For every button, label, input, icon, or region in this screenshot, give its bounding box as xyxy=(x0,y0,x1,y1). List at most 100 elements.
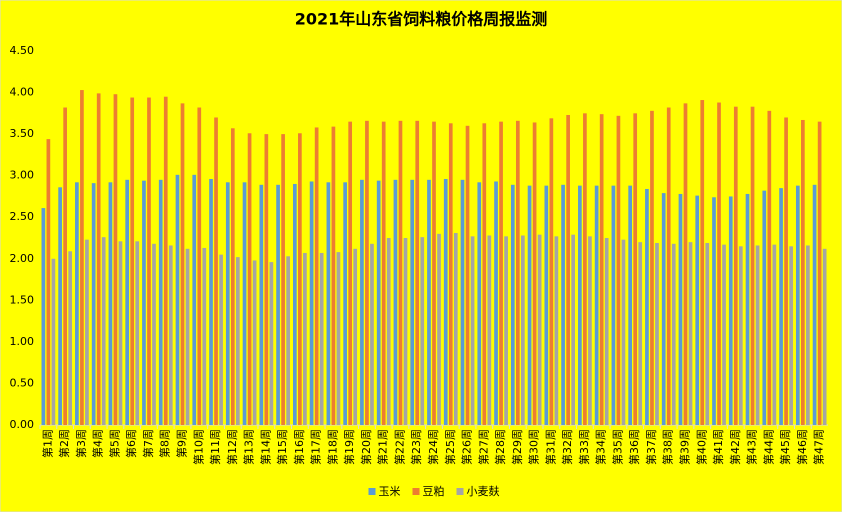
x-tick-label: 第18周 xyxy=(325,429,339,465)
x-tick-label: 第47周 xyxy=(812,429,826,465)
bar xyxy=(264,134,269,425)
bar xyxy=(152,243,156,425)
bar xyxy=(494,181,498,425)
x-tick-label: 第19周 xyxy=(342,429,356,465)
x-tick-label: 第36周 xyxy=(627,429,641,465)
bar xyxy=(633,113,638,425)
bar xyxy=(566,114,570,426)
bar xyxy=(767,110,772,425)
x-tick-label: 第42周 xyxy=(728,429,742,465)
bar xyxy=(583,113,587,425)
x-tick-label: 第44周 xyxy=(761,429,775,465)
bar xyxy=(276,184,280,425)
x-tick-label: 第5周 xyxy=(107,429,121,458)
bar xyxy=(779,188,783,425)
bar xyxy=(281,134,285,425)
x-tick-label: 第2周 xyxy=(57,429,71,458)
x-tick-label: 第43周 xyxy=(745,429,759,465)
bar xyxy=(75,182,79,425)
bar xyxy=(650,110,654,425)
bar xyxy=(130,97,135,425)
bar xyxy=(772,244,777,425)
x-tick-label: 第14周 xyxy=(258,429,272,465)
bar xyxy=(348,121,353,426)
x-tick-label: 第13周 xyxy=(242,429,256,465)
x-tick-label: 第35周 xyxy=(610,429,624,465)
x-tick-label: 第22周 xyxy=(392,429,406,465)
legend-swatch xyxy=(368,488,376,495)
x-tick-label: 第46周 xyxy=(795,429,809,465)
x-tick-label: 第21周 xyxy=(376,429,390,465)
y-tick-label: 3.50 xyxy=(10,127,35,140)
bar xyxy=(470,236,475,425)
bar xyxy=(527,185,532,425)
y-tick-label: 2.00 xyxy=(10,252,35,265)
y-tick-label: 2.50 xyxy=(10,210,35,223)
bar xyxy=(638,242,643,425)
bar xyxy=(376,180,381,425)
bar xyxy=(738,246,743,425)
bar xyxy=(482,123,487,425)
bar xyxy=(80,90,84,425)
bar xyxy=(331,126,336,426)
bar xyxy=(712,197,716,425)
bar xyxy=(247,133,252,425)
bar xyxy=(683,103,688,426)
bar xyxy=(722,244,726,425)
bar xyxy=(544,185,549,425)
bar xyxy=(717,102,721,425)
x-tick-label: 第4周 xyxy=(91,429,105,458)
bar xyxy=(96,93,101,426)
x-tick-label: 第34周 xyxy=(594,429,608,465)
bar xyxy=(678,193,683,425)
x-tick-label: 第16周 xyxy=(292,429,306,465)
bar xyxy=(319,252,324,425)
bar xyxy=(398,120,403,426)
bar xyxy=(515,120,520,426)
bar xyxy=(549,118,554,425)
y-tick-label: 0.50 xyxy=(10,376,35,389)
bar xyxy=(85,239,89,425)
bar xyxy=(147,97,151,425)
x-tick-label: 第38周 xyxy=(661,429,675,465)
bar xyxy=(628,185,633,425)
bar xyxy=(801,119,805,425)
bar xyxy=(812,184,817,425)
bar xyxy=(795,185,800,425)
bar xyxy=(303,252,307,425)
x-tick-label: 第45周 xyxy=(778,429,792,465)
bar xyxy=(336,252,341,425)
bar xyxy=(578,185,582,425)
bar xyxy=(806,245,810,425)
bar xyxy=(403,238,408,425)
bar xyxy=(230,128,235,425)
y-tick-label: 3.00 xyxy=(10,169,35,182)
x-tick-label: 第12周 xyxy=(225,429,239,465)
legend-label: 豆粕 xyxy=(423,484,445,498)
bar xyxy=(386,238,391,425)
x-tick-label: 第37周 xyxy=(644,429,658,465)
bar xyxy=(453,233,458,425)
bar xyxy=(259,184,264,425)
x-tick-label: 第20周 xyxy=(359,429,373,465)
y-tick-label: 1.00 xyxy=(10,335,35,348)
bar xyxy=(784,117,788,425)
bar xyxy=(168,245,173,425)
bar xyxy=(700,100,705,425)
legend-label: 小麦麸 xyxy=(467,485,500,498)
bar xyxy=(197,107,202,425)
bar xyxy=(733,106,738,425)
chart-title: 2021年山东省饲料粮价格周报监测 xyxy=(295,10,548,29)
bar xyxy=(504,236,508,425)
bar xyxy=(370,243,374,425)
x-tick-label: 第9周 xyxy=(175,429,189,458)
bar xyxy=(666,107,671,425)
bar xyxy=(360,179,364,425)
bar xyxy=(616,115,621,426)
bar xyxy=(695,195,700,425)
x-tick-label: 第28周 xyxy=(493,429,507,465)
bar xyxy=(599,114,604,426)
bar xyxy=(415,120,420,426)
bar xyxy=(252,260,257,425)
